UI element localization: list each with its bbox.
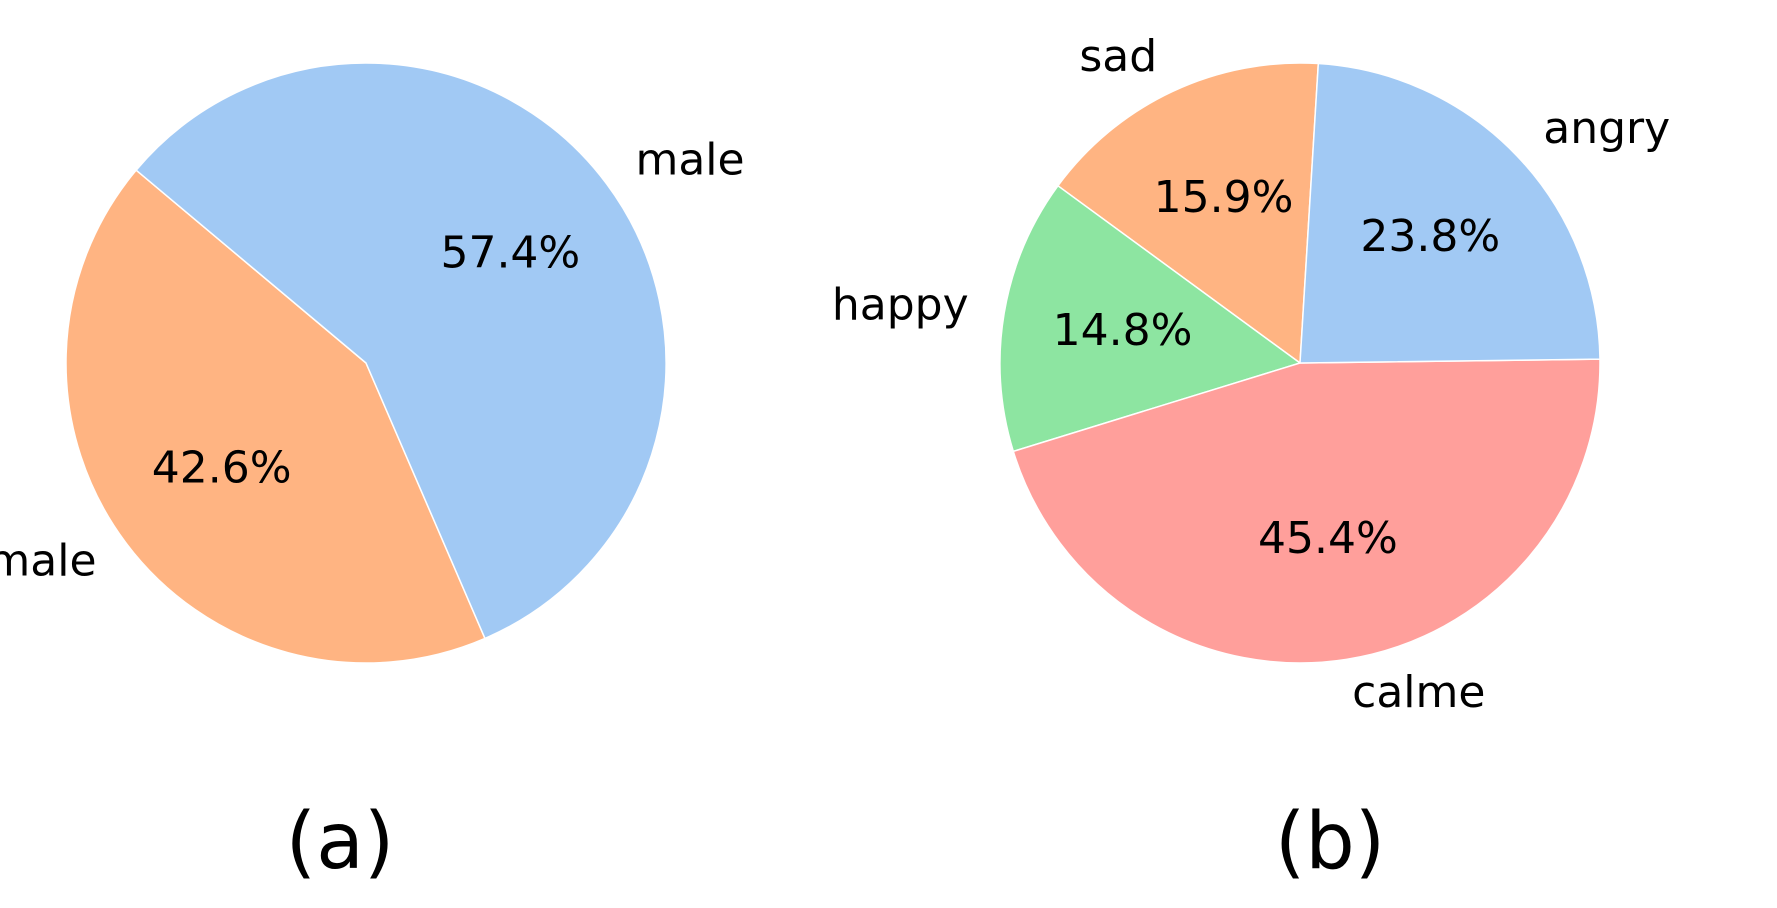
slice-label-sad: sad [1079, 31, 1157, 82]
pie-chart-b: sad 15.9% happy 14.8% calme 45.4% angry 23.8% [832, 31, 1670, 718]
pie-slice-happy [999, 184, 1302, 453]
pct-label-angry: 23.8% [1360, 211, 1500, 262]
pie-slice-calme [1012, 358, 1601, 664]
caption-b: (b) [1275, 797, 1385, 887]
pie-slice-angry [1299, 62, 1601, 364]
slice-label-female: female [0, 536, 97, 587]
slice-label-angry: angry [1543, 103, 1670, 154]
slice-label-happy: happy [832, 279, 969, 330]
slice-label-calme: calme [1352, 667, 1485, 718]
pct-label-sad: 15.9% [1154, 172, 1294, 223]
pie-slice-male [135, 62, 667, 640]
pct-label-male: 57.4% [440, 227, 580, 278]
pct-label-female: 42.6% [152, 443, 292, 494]
caption-a: (a) [286, 797, 395, 887]
pct-label-happy: 14.8% [1053, 305, 1193, 356]
pct-label-calme: 45.4% [1258, 513, 1398, 564]
pie-slice-female [65, 169, 486, 664]
slice-label-male: male [635, 134, 744, 185]
pie-chart-a: female 42.6% male 57.4% [0, 62, 745, 664]
pie-slice-sad [1056, 62, 1320, 365]
